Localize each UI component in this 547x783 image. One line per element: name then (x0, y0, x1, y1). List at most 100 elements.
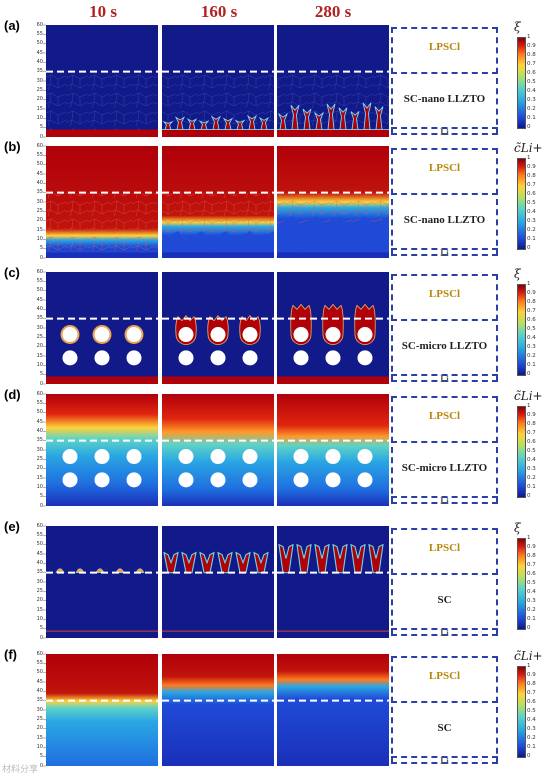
llzto-particle (126, 449, 142, 465)
lithium-layer (277, 129, 389, 137)
subplot-a-1 (46, 25, 158, 137)
colorbar-tick: 0.2 (527, 227, 536, 233)
colorbar-tick: 0 (527, 753, 531, 759)
panel-label-e: (e) (4, 519, 20, 534)
schematic-li-label: Li (440, 374, 449, 385)
dendrite-growth (163, 551, 179, 574)
subplot-e-1 (46, 526, 158, 638)
llzto-particle (178, 327, 194, 343)
lithium-layer (162, 252, 274, 258)
colorbar-title: c̃Li+ (514, 141, 543, 155)
y-tick: 5 (39, 753, 43, 760)
dendrite-growth (235, 551, 251, 574)
colorbar (517, 666, 526, 758)
y-tick: 40 (36, 58, 43, 65)
colorbar-tick: 0.1 (527, 484, 536, 490)
y-tick: 50 (36, 40, 43, 47)
panel-label-f: (f) (4, 647, 17, 662)
subplot-background (46, 526, 158, 638)
colorbar-tick: 0.4 (527, 717, 536, 723)
depleted-region (162, 231, 274, 258)
llzto-particle (325, 350, 341, 366)
colorbar-tick: 0.9 (527, 164, 536, 170)
y-tick: 5 (39, 124, 43, 131)
schematic-divider (391, 496, 498, 499)
y-tick: 60 (36, 268, 43, 275)
colorbar-tick: 0.6 (527, 70, 536, 76)
colorbar-title: ξ (514, 20, 521, 34)
y-tick: 45 (36, 296, 43, 303)
dendrite-growth (253, 551, 269, 574)
colorbar-tick: 0.7 (527, 308, 536, 314)
schematic-lpscl-label: LPSCl (428, 542, 461, 555)
llzto-particle (178, 350, 194, 366)
y-tick: 35 (36, 697, 43, 704)
schematic-lpscl-label: LPSCl (428, 162, 461, 175)
lithium-layer (46, 252, 158, 258)
y-tick: 0 (39, 133, 43, 140)
colorbar-tick: 0.3 (527, 97, 536, 103)
y-tick: 40 (36, 305, 43, 312)
dendrite-growth (332, 543, 348, 574)
y-tick: 45 (36, 678, 43, 685)
colorbar-tick: 0.3 (527, 344, 536, 350)
y-tick: 5 (39, 625, 43, 632)
lithium-layer (46, 376, 158, 384)
subplot-b-3 (277, 146, 389, 258)
y-tick: 30 (36, 578, 43, 585)
y-tick: 5 (39, 371, 43, 378)
colorbar-tick: 0.5 (527, 326, 536, 332)
colorbar-tick: 0.6 (527, 699, 536, 705)
y-tick: 35 (36, 437, 43, 444)
grain-network (46, 71, 158, 130)
subplot-background (46, 654, 158, 766)
llzto-particle (94, 327, 110, 343)
colorbar-tick: 0.2 (527, 607, 536, 613)
colorbar (517, 538, 526, 630)
lithium-layer (277, 252, 389, 258)
schematic-divider (391, 248, 498, 251)
llzto-particle (357, 350, 373, 366)
subplot-a-3 (277, 25, 389, 137)
y-tick: 15 (36, 474, 43, 481)
llzto-particle (325, 327, 341, 343)
subplot-e-3 (277, 526, 389, 638)
column-title-10s: 10 s (89, 2, 117, 21)
colorbar-title: c̃Li+ (514, 649, 543, 663)
colorbar-tick: 0.7 (527, 430, 536, 436)
colorbar-tick: 0.5 (527, 448, 536, 454)
colorbar-tick: 0.4 (527, 88, 536, 94)
y-tick: 10 (36, 235, 43, 242)
lithium-interface (46, 630, 158, 632)
grain-network (46, 192, 158, 251)
schematic-divider (391, 573, 498, 576)
colorbar-tick: 0.5 (527, 580, 536, 586)
y-tick: 15 (36, 352, 43, 359)
y-tick: 55 (36, 659, 43, 666)
dendrite-growth (162, 114, 274, 130)
schematic-divider (391, 756, 498, 759)
llzto-particle (210, 350, 226, 366)
y-tick: 60 (36, 21, 43, 28)
y-tick: 35 (36, 569, 43, 576)
lithium-interface (277, 630, 389, 632)
schematic-li-label: Li (440, 248, 449, 259)
colorbar-tick: 1 (527, 34, 531, 40)
schematic-li-label: Li (440, 496, 449, 507)
y-tick: 20 (36, 217, 43, 224)
y-tick: 35 (36, 189, 43, 196)
schematic-divider (391, 319, 498, 322)
schematic-divider (391, 193, 498, 196)
llzto-particle (293, 327, 309, 343)
subplot-c-2 (162, 272, 274, 384)
schematic-li-label: Li (440, 127, 449, 138)
colorbar-tick: 0.3 (527, 598, 536, 604)
llzto-particle (242, 472, 258, 488)
colorbar (517, 158, 526, 250)
y-tick: 25 (36, 455, 43, 462)
dendrite-growth (296, 543, 312, 574)
colorbar-tick: 0.8 (527, 553, 536, 559)
y-tick: 50 (36, 409, 43, 416)
schematic-panel-d: LPSCl SC-micro LLZTO Li (391, 396, 498, 507)
